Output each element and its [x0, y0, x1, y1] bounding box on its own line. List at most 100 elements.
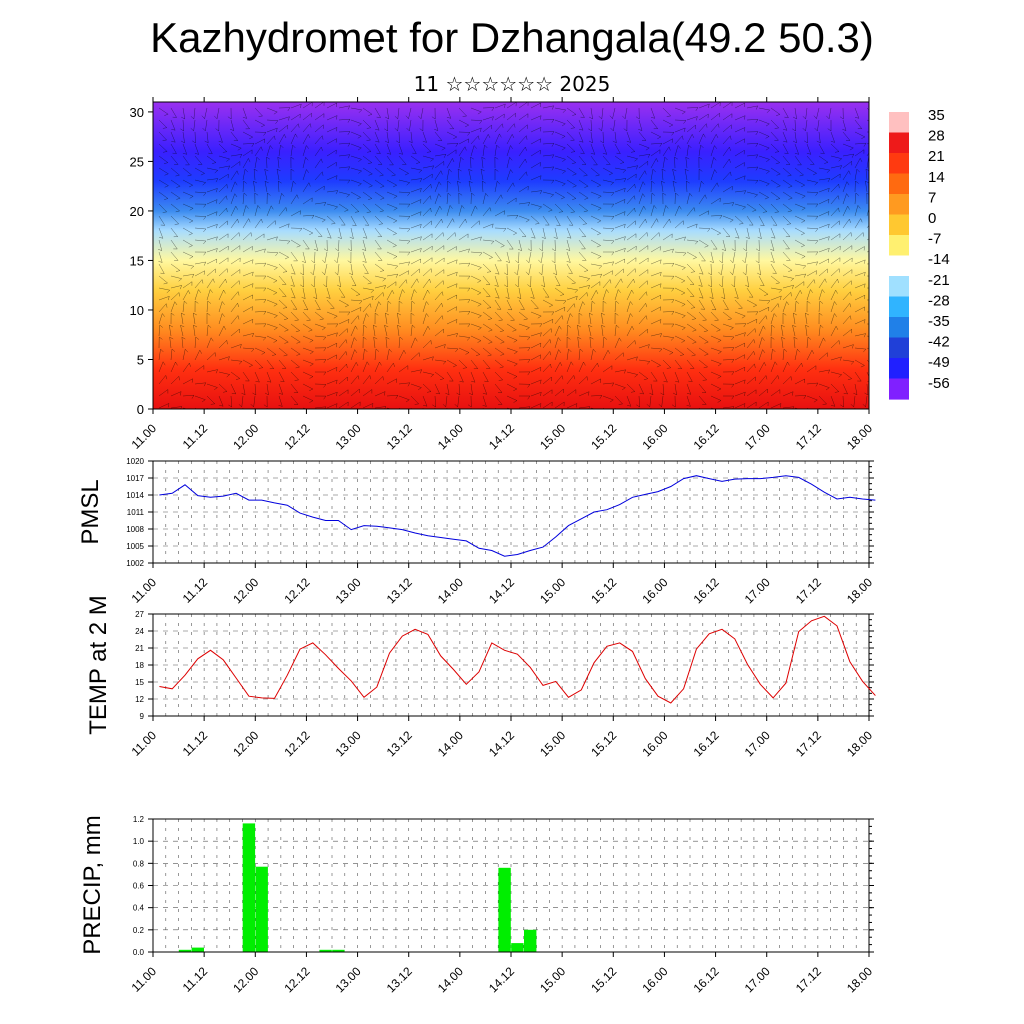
wind-barb-flag	[488, 341, 493, 344]
wind-barb-flag	[763, 325, 766, 330]
wind-barb-flag	[299, 228, 303, 232]
wind-barb-flag	[384, 116, 389, 120]
wind-barb-flag	[461, 205, 465, 209]
x-tick-label: 12.12	[281, 964, 312, 995]
wind-barb-flag	[575, 296, 578, 301]
wind-barb-flag	[743, 379, 746, 384]
wind-barb	[542, 275, 545, 287]
wind-barb	[650, 192, 653, 205]
wind-barb	[530, 367, 542, 373]
y-tick-label: 1005	[126, 542, 144, 551]
wind-barb	[674, 287, 686, 294]
wind-barb-flag	[238, 416, 241, 419]
wind-barb	[578, 131, 584, 143]
wind-barb-flag	[860, 218, 863, 223]
wind-barb	[446, 192, 449, 205]
wind-barb	[542, 215, 550, 226]
wind-barb	[324, 251, 328, 263]
wind-barb	[170, 361, 176, 373]
wind-barb-flag	[611, 228, 615, 232]
wind-barb-flag	[171, 128, 176, 131]
wind-barb	[554, 263, 557, 275]
wind-barb	[206, 325, 209, 337]
wind-barb	[782, 107, 789, 118]
wind-barb	[506, 251, 510, 263]
wind-barb-flag	[551, 166, 555, 171]
wind-barb-flag	[839, 165, 842, 170]
wind-barb-flag	[800, 184, 805, 188]
wind-barb-flag	[454, 404, 458, 408]
wind-barb	[710, 182, 718, 193]
wind-barb-flag	[616, 417, 620, 418]
wind-barb	[302, 169, 307, 181]
x-tick-label: 13.12	[384, 728, 415, 759]
y-tick-label: 1008	[126, 525, 144, 534]
wind-barb-flag	[847, 205, 850, 210]
wind-barb-flag	[175, 361, 178, 366]
wind-barb	[446, 205, 451, 217]
wind-barb-flag	[562, 170, 566, 174]
wind-barb-flag	[539, 323, 543, 328]
wind-barb	[626, 173, 637, 181]
wind-barb-flag	[203, 261, 207, 266]
wind-barb	[590, 362, 598, 373]
wind-barb	[782, 284, 794, 289]
wind-barb	[398, 270, 409, 277]
x-tick-label: 16.12	[691, 964, 722, 995]
wind-barb	[542, 319, 554, 325]
wind-barb-flag	[430, 158, 434, 162]
wind-barb	[554, 299, 567, 302]
wind-barb-flag	[623, 236, 626, 241]
wind-barb-flag	[215, 178, 219, 183]
wind-barb	[854, 333, 866, 337]
wind-barb-flag	[754, 363, 756, 368]
wind-barb-flag	[443, 344, 446, 349]
wind-barb	[578, 215, 587, 224]
wind-barb	[266, 275, 278, 281]
wind-barb-flag	[394, 116, 398, 120]
wind-barb-flag	[335, 127, 338, 132]
wind-barb	[290, 181, 294, 193]
wind-barb-flag	[803, 395, 807, 399]
wind-barb-flag	[230, 128, 234, 131]
wind-barb	[674, 205, 680, 217]
wind-barb	[542, 351, 550, 361]
wind-barb-flag	[779, 295, 782, 300]
wind-barb	[650, 383, 654, 395]
wind-barb	[434, 119, 439, 131]
wind-barb	[794, 273, 806, 277]
wind-barb-flag	[201, 399, 206, 403]
wind-barb-flag	[313, 296, 318, 300]
wind-barb-flag	[264, 180, 269, 184]
wind-barb	[782, 301, 787, 313]
wind-barb	[614, 167, 626, 171]
wind-barb	[805, 313, 808, 325]
wind-barb	[602, 382, 614, 385]
wind-barb	[326, 311, 338, 317]
wind-barb-flag	[801, 207, 806, 211]
wind-barb-flag	[419, 178, 423, 183]
wind-barb	[842, 245, 853, 253]
wind-barb-flag	[695, 116, 698, 121]
wind-barb	[158, 239, 163, 251]
wind-barb	[494, 113, 505, 121]
wind-barb-flag	[575, 403, 578, 408]
wind-barb-flag	[615, 300, 620, 304]
wind-barb-flag	[251, 348, 255, 353]
colorbar-tick-label: -35	[928, 313, 950, 330]
wind-barb	[362, 313, 367, 325]
wind-barb-flag	[306, 145, 309, 149]
wind-barb	[422, 278, 430, 289]
wind-barb	[362, 131, 371, 141]
wind-barb-flag	[691, 354, 696, 357]
wind-barb-flag	[766, 109, 770, 113]
wind-barb-flag	[442, 232, 444, 237]
wind-barb-flag	[384, 140, 389, 144]
wind-barb-flag	[601, 312, 606, 316]
wind-barb	[194, 215, 207, 217]
wind-barb-flag	[203, 204, 207, 208]
wind-barb-flag	[672, 180, 677, 184]
wind-barb	[434, 153, 446, 157]
wind-barb	[206, 383, 218, 388]
